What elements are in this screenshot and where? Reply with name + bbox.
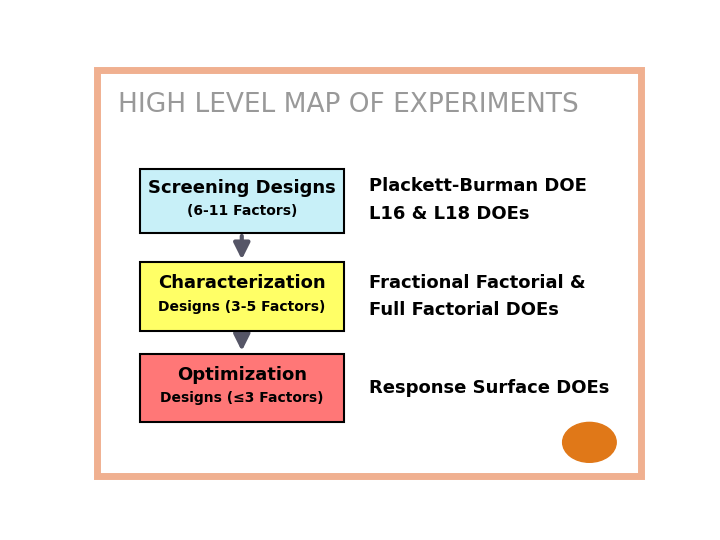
FancyBboxPatch shape	[140, 262, 344, 331]
Text: Screening Designs: Screening Designs	[148, 179, 336, 197]
Text: (6-11 Factors): (6-11 Factors)	[187, 204, 297, 218]
Text: Designs (≤3 Factors): Designs (≤3 Factors)	[161, 392, 324, 406]
Text: Response Surface DOEs: Response Surface DOEs	[369, 379, 609, 397]
FancyBboxPatch shape	[140, 168, 344, 233]
Text: Full Factorial DOEs: Full Factorial DOEs	[369, 301, 559, 319]
Text: L16 & L18 DOEs: L16 & L18 DOEs	[369, 205, 529, 222]
Text: Fractional Factorial &: Fractional Factorial &	[369, 274, 585, 292]
Text: Plackett-Burman DOE: Plackett-Burman DOE	[369, 177, 587, 195]
Circle shape	[562, 422, 616, 462]
Text: Characterization: Characterization	[158, 274, 326, 292]
Text: Optimization: Optimization	[177, 366, 307, 384]
FancyBboxPatch shape	[140, 354, 344, 422]
Text: HIGH LEVEL MAP OF EXPERIMENTS: HIGH LEVEL MAP OF EXPERIMENTS	[118, 92, 579, 118]
Text: Designs (3-5 Factors): Designs (3-5 Factors)	[158, 300, 325, 314]
